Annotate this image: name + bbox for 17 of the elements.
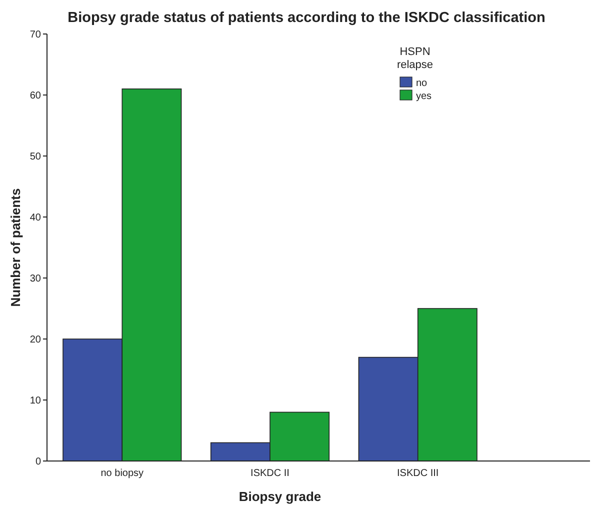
legend-title: HSPN relapse (396, 46, 434, 71)
x-tick-label: no biopsy (100, 468, 144, 479)
x-axis-title: Biopsy grade (238, 489, 322, 504)
y-tick-label: 60 (30, 90, 42, 102)
legend-label: yes (416, 91, 432, 102)
y-axis-title: Number of patients (8, 188, 23, 307)
y-tick-label: 10 (30, 396, 42, 406)
y-tick-label: 0 (35, 456, 42, 468)
x-tick-label: ISKDC II (250, 468, 290, 479)
y-tick-label: 40 (30, 212, 42, 224)
chart-title: Biopsy grade status of patients according to the ISKDC classification (68, 10, 546, 26)
legend-label: no (416, 78, 428, 89)
y-tick-label: 50 (30, 152, 42, 162)
y-tick-label: 30 (30, 274, 42, 284)
x-tick-label: ISKDC III (397, 468, 439, 479)
y-tick-label: 70 (30, 30, 42, 40)
y-tick-label: 20 (30, 334, 42, 346)
